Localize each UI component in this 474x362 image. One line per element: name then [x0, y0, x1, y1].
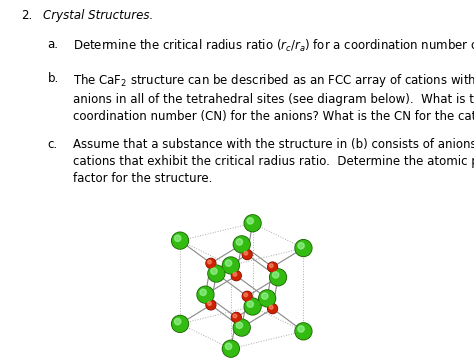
- Circle shape: [233, 314, 237, 318]
- Text: Crystal Structures.: Crystal Structures.: [43, 9, 153, 22]
- Circle shape: [245, 216, 260, 231]
- Circle shape: [223, 258, 238, 273]
- Text: Determine the critical radius ratio ($r_c$/$r_a$) for a coordination number of 4: Determine the critical radius ratio ($r_…: [73, 38, 474, 54]
- Circle shape: [208, 265, 225, 282]
- Circle shape: [242, 291, 252, 301]
- Circle shape: [231, 312, 241, 322]
- Circle shape: [236, 239, 243, 245]
- Circle shape: [233, 236, 250, 253]
- Circle shape: [233, 273, 237, 276]
- Circle shape: [243, 292, 252, 300]
- Circle shape: [244, 215, 261, 232]
- Circle shape: [207, 259, 215, 268]
- Circle shape: [260, 291, 275, 306]
- Circle shape: [233, 319, 250, 336]
- Circle shape: [244, 298, 261, 315]
- Circle shape: [295, 240, 312, 257]
- Circle shape: [298, 326, 304, 332]
- Circle shape: [268, 262, 277, 272]
- Circle shape: [225, 260, 232, 266]
- Circle shape: [273, 272, 279, 278]
- Circle shape: [244, 293, 248, 297]
- Circle shape: [298, 243, 304, 249]
- Circle shape: [174, 235, 181, 241]
- Circle shape: [197, 286, 214, 303]
- Circle shape: [295, 323, 312, 340]
- Circle shape: [271, 270, 286, 285]
- Circle shape: [242, 250, 252, 260]
- Circle shape: [207, 300, 215, 309]
- Circle shape: [259, 290, 275, 307]
- Circle shape: [222, 340, 239, 357]
- Text: a.: a.: [47, 38, 58, 51]
- Circle shape: [232, 272, 241, 280]
- Circle shape: [198, 287, 213, 302]
- Circle shape: [269, 264, 273, 268]
- Circle shape: [243, 250, 252, 259]
- Circle shape: [268, 304, 277, 313]
- Circle shape: [173, 316, 188, 332]
- Circle shape: [225, 343, 232, 350]
- Circle shape: [211, 268, 217, 274]
- Circle shape: [268, 263, 277, 272]
- Circle shape: [173, 233, 188, 248]
- Circle shape: [268, 304, 277, 313]
- Circle shape: [262, 293, 268, 299]
- Circle shape: [172, 315, 189, 332]
- Circle shape: [245, 299, 260, 314]
- Circle shape: [232, 313, 241, 322]
- Circle shape: [234, 320, 249, 335]
- Circle shape: [244, 251, 248, 255]
- Circle shape: [247, 218, 254, 224]
- Circle shape: [200, 289, 206, 295]
- Circle shape: [296, 324, 311, 339]
- Circle shape: [270, 269, 286, 286]
- Circle shape: [206, 258, 216, 268]
- Text: The CaF$_2$ structure can be described as an FCC array of cations with
anions in: The CaF$_2$ structure can be described a…: [73, 72, 474, 123]
- Circle shape: [206, 300, 216, 310]
- Circle shape: [236, 322, 243, 328]
- Circle shape: [222, 257, 239, 274]
- Text: c.: c.: [47, 138, 57, 151]
- Circle shape: [269, 306, 273, 309]
- Circle shape: [223, 341, 238, 356]
- Text: Assume that a substance with the structure in (b) consists of anions and
cations: Assume that a substance with the structu…: [73, 138, 474, 185]
- Circle shape: [234, 237, 249, 252]
- Circle shape: [296, 240, 311, 256]
- Circle shape: [231, 271, 241, 281]
- Circle shape: [172, 232, 189, 249]
- Circle shape: [208, 260, 211, 264]
- Circle shape: [209, 266, 224, 281]
- Circle shape: [174, 318, 181, 325]
- Text: b.: b.: [47, 72, 59, 85]
- Circle shape: [208, 302, 211, 306]
- Text: 2.: 2.: [21, 9, 33, 22]
- Circle shape: [247, 301, 254, 307]
